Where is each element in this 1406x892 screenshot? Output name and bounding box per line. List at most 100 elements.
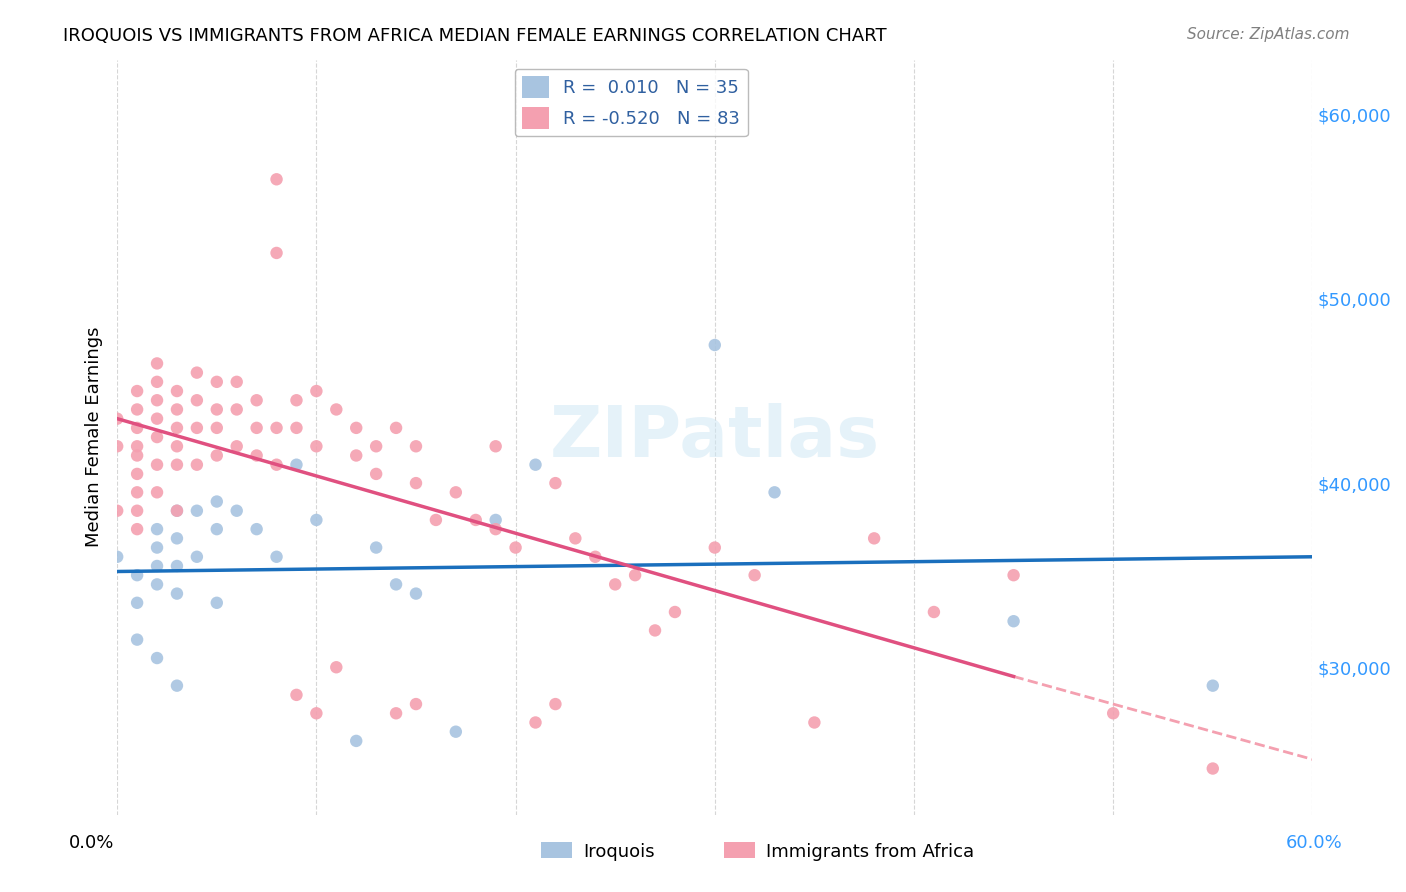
Point — [246, 522, 269, 536]
Text: ZIPatlas: ZIPatlas — [550, 402, 880, 472]
Point — [205, 522, 228, 536]
Point — [1002, 568, 1025, 582]
Point — [127, 467, 149, 481]
Point — [803, 715, 825, 730]
Point — [444, 485, 467, 500]
Point — [285, 421, 308, 435]
Point — [863, 532, 886, 546]
Point — [166, 559, 188, 574]
Point — [186, 421, 208, 435]
Point — [266, 549, 288, 564]
Point — [246, 393, 269, 408]
Point — [1102, 706, 1125, 721]
Point — [225, 504, 247, 518]
Point — [544, 697, 567, 711]
Point — [127, 449, 149, 463]
Point — [205, 421, 228, 435]
Point — [524, 458, 547, 472]
Point — [105, 439, 128, 453]
Point — [127, 504, 149, 518]
Point — [146, 485, 169, 500]
Point — [285, 393, 308, 408]
Point — [305, 706, 328, 721]
Point — [366, 467, 388, 481]
Point — [146, 651, 169, 665]
Point — [444, 724, 467, 739]
Point — [127, 384, 149, 398]
Point — [225, 439, 247, 453]
Point — [505, 541, 527, 555]
Point — [664, 605, 686, 619]
Point — [485, 513, 508, 527]
Point — [605, 577, 627, 591]
Point — [266, 421, 288, 435]
Legend: R =  0.010   N = 35, R = -0.520   N = 83: R = 0.010 N = 35, R = -0.520 N = 83 — [515, 69, 748, 136]
Point — [146, 411, 169, 425]
Point — [186, 549, 208, 564]
Point — [205, 449, 228, 463]
Point — [544, 476, 567, 491]
Point — [105, 549, 128, 564]
Point — [166, 384, 188, 398]
Point — [225, 402, 247, 417]
Point — [464, 513, 486, 527]
Point — [305, 384, 328, 398]
Point — [425, 513, 447, 527]
Point — [266, 172, 288, 186]
Point — [703, 338, 725, 352]
Point — [146, 559, 169, 574]
Point — [186, 504, 208, 518]
Point — [146, 458, 169, 472]
Point — [127, 568, 149, 582]
Point — [166, 421, 188, 435]
Point — [485, 522, 508, 536]
Point — [744, 568, 766, 582]
Point — [127, 522, 149, 536]
Y-axis label: Median Female Earnings: Median Female Earnings — [86, 326, 103, 548]
Point — [583, 549, 606, 564]
Point — [385, 706, 408, 721]
Text: 0.0%: 0.0% — [69, 834, 114, 852]
Point — [366, 439, 388, 453]
Point — [105, 411, 128, 425]
Point — [405, 439, 427, 453]
Point — [266, 458, 288, 472]
Point — [146, 430, 169, 444]
Point — [146, 393, 169, 408]
Text: 60.0%: 60.0% — [1286, 834, 1343, 852]
Point — [703, 541, 725, 555]
Point — [325, 660, 347, 674]
Point — [344, 421, 367, 435]
Point — [205, 402, 228, 417]
Point — [246, 449, 269, 463]
Point — [205, 494, 228, 508]
Point — [325, 402, 347, 417]
Point — [146, 375, 169, 389]
Point — [166, 504, 188, 518]
Point — [763, 485, 786, 500]
Point — [305, 439, 328, 453]
Point — [564, 532, 586, 546]
Point — [127, 421, 149, 435]
Point — [105, 504, 128, 518]
Point — [186, 366, 208, 380]
Point — [1202, 762, 1225, 776]
Point — [186, 458, 208, 472]
Point — [266, 246, 288, 260]
Point — [166, 439, 188, 453]
Point — [166, 586, 188, 600]
Point — [485, 439, 508, 453]
Point — [127, 485, 149, 500]
Point — [146, 356, 169, 370]
Point — [166, 532, 188, 546]
Point — [405, 697, 427, 711]
Point — [405, 586, 427, 600]
Point — [146, 541, 169, 555]
Point — [1002, 614, 1025, 628]
Point — [344, 449, 367, 463]
Point — [166, 679, 188, 693]
Point — [624, 568, 647, 582]
Point — [366, 541, 388, 555]
Point — [225, 375, 247, 389]
Point — [285, 458, 308, 472]
